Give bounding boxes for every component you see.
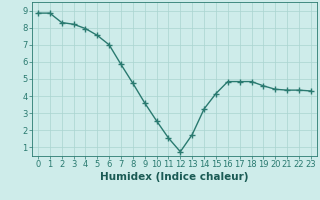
- X-axis label: Humidex (Indice chaleur): Humidex (Indice chaleur): [100, 172, 249, 182]
